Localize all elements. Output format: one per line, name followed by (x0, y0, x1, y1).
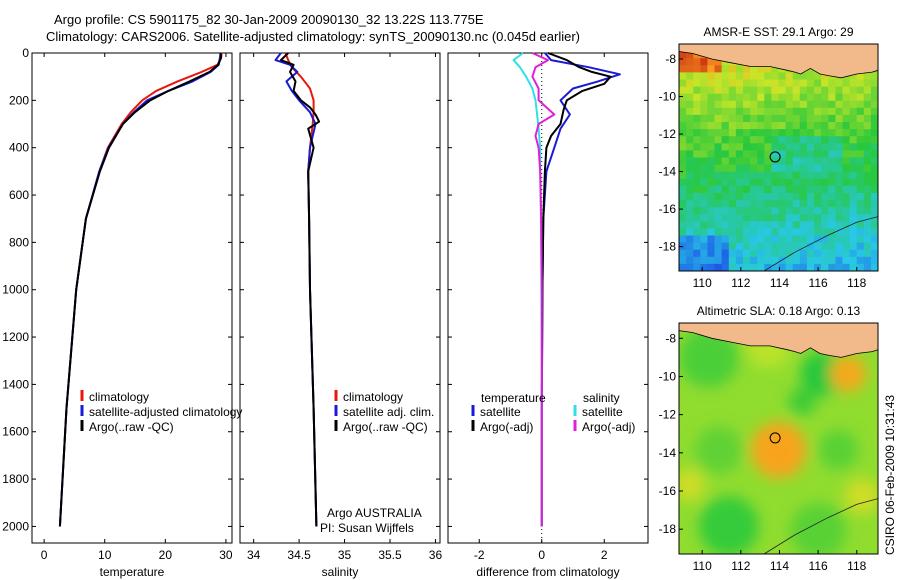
sla-map-ytick-label: -16 (659, 484, 677, 498)
salinity-series-climatology (284, 52, 318, 527)
sst-map-depth-contour (763, 216, 879, 272)
salinity-axes-frame (239, 52, 441, 544)
temperature-xlabel: temperature (100, 565, 165, 579)
salinity-annotation-pi: PI: Susan Wijffels (320, 521, 414, 535)
salinity-annotation-program: Argo AUSTRALIA (327, 506, 422, 520)
sla-map-land (678, 322, 879, 358)
sst-map-ytick-label: -18 (659, 240, 677, 254)
sla-map-ytick-label: -18 (659, 522, 677, 536)
sst-map-ytick-label: -8 (665, 52, 676, 66)
sla-map-xtick-label: 118 (847, 559, 866, 573)
sla-map-field (679, 323, 878, 554)
sst-map-land (678, 43, 879, 79)
salinity-series-argo-raw-qc (279, 52, 321, 527)
depth-tick-label: 1400 (2, 377, 29, 391)
sla-map-xtick-label: 114 (770, 559, 789, 573)
salinity-xtick-label: 34 (247, 548, 261, 562)
depth-tick-label: 800 (9, 235, 29, 249)
depth-tick-label: 1200 (2, 330, 29, 344)
difference-series-temperature-argo-adj (540, 52, 612, 527)
sst-map-map-frame (678, 43, 879, 272)
sst-map-xtick-label: 114 (770, 276, 789, 290)
temperature-axes-frame (31, 52, 233, 544)
sst-map-field (679, 44, 878, 271)
difference-xtick-label: -2 (474, 548, 485, 562)
sst-map-argo-marker (769, 151, 781, 163)
panel-temperature: 0 10 20 30 temperature 0 200 400 600 800 1000 1200 1… (2, 46, 242, 579)
sst-map-title: AMSR-E SST: 29.1 Argo: 29 (703, 25, 853, 39)
difference-legend-header-temperature: temperature (481, 391, 546, 405)
sst-map-xtick-label: 112 (731, 276, 750, 290)
timestamp-stamp: CSIRO 06-Feb-2009 10:31:43 (883, 395, 897, 555)
salinity-legend-entry: satellite adj. clim. (343, 405, 434, 419)
salinity-xtick-label: 35.5 (378, 548, 402, 562)
difference-series-salinity-argo-adj (531, 52, 556, 527)
temperature-series-satellite-adjusted-climatology (58, 52, 222, 527)
panel-difference: -2 0 2 difference from climatology temperatu… (447, 52, 649, 579)
salinity-legend-entry: climatology (343, 390, 403, 404)
depth-tick-label: 1600 (2, 425, 29, 439)
sst-map: 110 112 114 116 118 -8 -10 -12 -14 -16 -18 AMSR-E S… (659, 25, 879, 290)
salinity-xtick-label: 36 (429, 548, 443, 562)
sla-map: 110 112 114 116 118 -8 -10 -12 -14 -16 -18 Altimetr… (659, 304, 879, 573)
difference-legend-entry: Argo(-adj) (480, 420, 533, 434)
difference-legend-entry: satellite (582, 405, 623, 419)
difference-xlabel: difference from climatology (476, 565, 619, 579)
sla-map-ytick-label: -8 (665, 331, 676, 345)
depth-tick-label: 200 (9, 93, 29, 107)
temperature-series-climatology (58, 52, 223, 527)
sst-map-ytick-label: -16 (659, 202, 677, 216)
temperature-legend-entry: Argo(..raw -QC) (89, 420, 174, 434)
sla-map-xtick-label: 116 (809, 559, 828, 573)
sla-map-ytick-label: -12 (659, 408, 677, 422)
temperature-xtick-label: 10 (98, 548, 112, 562)
salinity-xtick-label: 35 (338, 548, 352, 562)
panel-salinity: 34 34.5 35 35.5 36 salinity climatologysatelli… (239, 52, 443, 579)
difference-legend-entry: satellite (480, 405, 521, 419)
sla-map-xtick-label: 110 (693, 559, 712, 573)
depth-tick-label: 600 (9, 188, 29, 202)
sst-map-ytick-label: -12 (659, 127, 677, 141)
depth-tick-label: 0 (22, 46, 29, 60)
temperature-legend-entry: climatology (89, 390, 149, 404)
temperature-xtick-label: 30 (219, 548, 233, 562)
temperature-xtick-label: 0 (41, 548, 48, 562)
sla-map-ytick-label: -14 (659, 446, 677, 460)
salinity-xtick-label: 34.5 (287, 548, 311, 562)
difference-series-temperature-satellite (540, 52, 621, 527)
difference-legend-entry: Argo(-adj) (582, 420, 635, 434)
difference-legend-header-salinity: salinity (583, 391, 620, 405)
sla-map-map-frame (678, 322, 879, 555)
sla-map-depth-contour (763, 498, 879, 555)
difference-xtick-label: 0 (538, 548, 545, 562)
salinity-legend-entry: Argo(..raw -QC) (343, 420, 428, 434)
sla-map-argo-marker (769, 432, 781, 444)
depth-tick-label: 2000 (2, 519, 29, 533)
temperature-xtick-label: 20 (159, 548, 173, 562)
chart-title-line-2: Climatology: CARS2006. Satellite-adjuste… (46, 29, 581, 44)
sst-map-ytick-label: -14 (659, 165, 677, 179)
sla-map-xtick-label: 112 (731, 559, 750, 573)
sst-map-xtick-label: 116 (809, 276, 828, 290)
sla-map-ytick-label: -10 (659, 369, 677, 383)
chart-title-line-1: Argo profile: CS 5901175_82 30-Jan-2009 … (54, 12, 484, 27)
sst-map-ytick-label: -10 (659, 90, 677, 104)
temperature-legend-entry: satellite-adjusted climatology (89, 405, 242, 419)
sla-map-title: Altimetric SLA: 0.18 Argo: 0.13 (697, 304, 861, 318)
sst-map-xtick-label: 118 (847, 276, 866, 290)
salinity-xlabel: salinity (322, 565, 359, 579)
depth-tick-label: 1000 (2, 283, 29, 297)
sst-map-xtick-label: 110 (693, 276, 712, 290)
difference-xtick-label: 2 (601, 548, 608, 562)
temperature-series-argo-raw-qc (58, 52, 223, 527)
depth-tick-label: 1800 (2, 472, 29, 486)
difference-axes-frame (447, 52, 649, 544)
depth-tick-label: 400 (9, 141, 29, 155)
